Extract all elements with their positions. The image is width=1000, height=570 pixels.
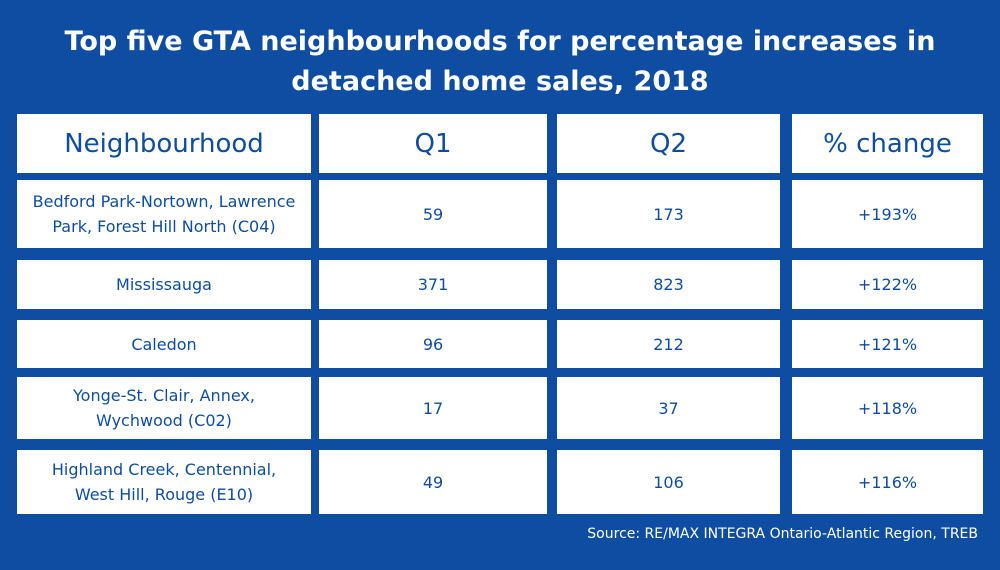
cell-q1: 17 [319,377,547,439]
title-line-2: detached home sales, 2018 [291,66,709,97]
header-neighbourhood: Neighbourhood [17,114,311,173]
source-note: Source: RE/MAX INTEGRA Ontario-Atlantic … [587,526,978,542]
neighbourhood-line: Mississauga [116,275,212,294]
neighbourhood-line: Yonge-St. Clair, Annex, [73,386,255,405]
cell-q1: 96 [319,320,547,368]
cell-q2: 823 [557,260,780,309]
cell-change: +193% [792,180,983,248]
header-q1: Q1 [319,114,547,173]
neighbourhood-line: Caledon [131,334,197,354]
neighbourhood-line: Bedford Park-Nortown, Lawrence [32,192,296,211]
cell-neighbourhood: Mississauga [17,260,311,309]
cell-neighbourhood: Yonge-St. Clair, Annex, Wychwood (C02) [17,377,311,439]
cell-change: +121% [792,320,983,368]
cell-change: +116% [792,450,983,514]
neighbourhood-line: West Hill, Rouge (E10) [74,485,254,504]
cell-change: +118% [792,377,983,439]
cell-neighbourhood: Highland Creek, Centennial, West Hill, R… [17,450,311,514]
cell-change: +122% [792,260,983,309]
neighbourhood-line: Wychwood (C02) [96,411,232,430]
cell-neighbourhood: Bedford Park-Nortown, Lawrence Park, For… [17,180,311,248]
header-q2: Q2 [557,114,780,173]
cell-neighbourhood: Caledon [17,320,311,368]
cell-q1: 371 [319,260,547,309]
neighbourhood-line: Highland Creek, Centennial, [51,460,277,479]
header-change: % change [792,114,983,173]
cell-q1: 59 [319,180,547,248]
chart-title: Top five GTA neighbourhoods for percenta… [0,22,1000,102]
neighbourhood-line: Park, Forest Hill North (C04) [52,217,276,236]
title-line-1: Top five GTA neighbourhoods for percenta… [64,26,936,57]
cell-q2: 106 [557,450,780,514]
cell-q2: 173 [557,180,780,248]
cell-q2: 37 [557,377,780,439]
cell-q1: 49 [319,450,547,514]
cell-q2: 212 [557,320,780,368]
